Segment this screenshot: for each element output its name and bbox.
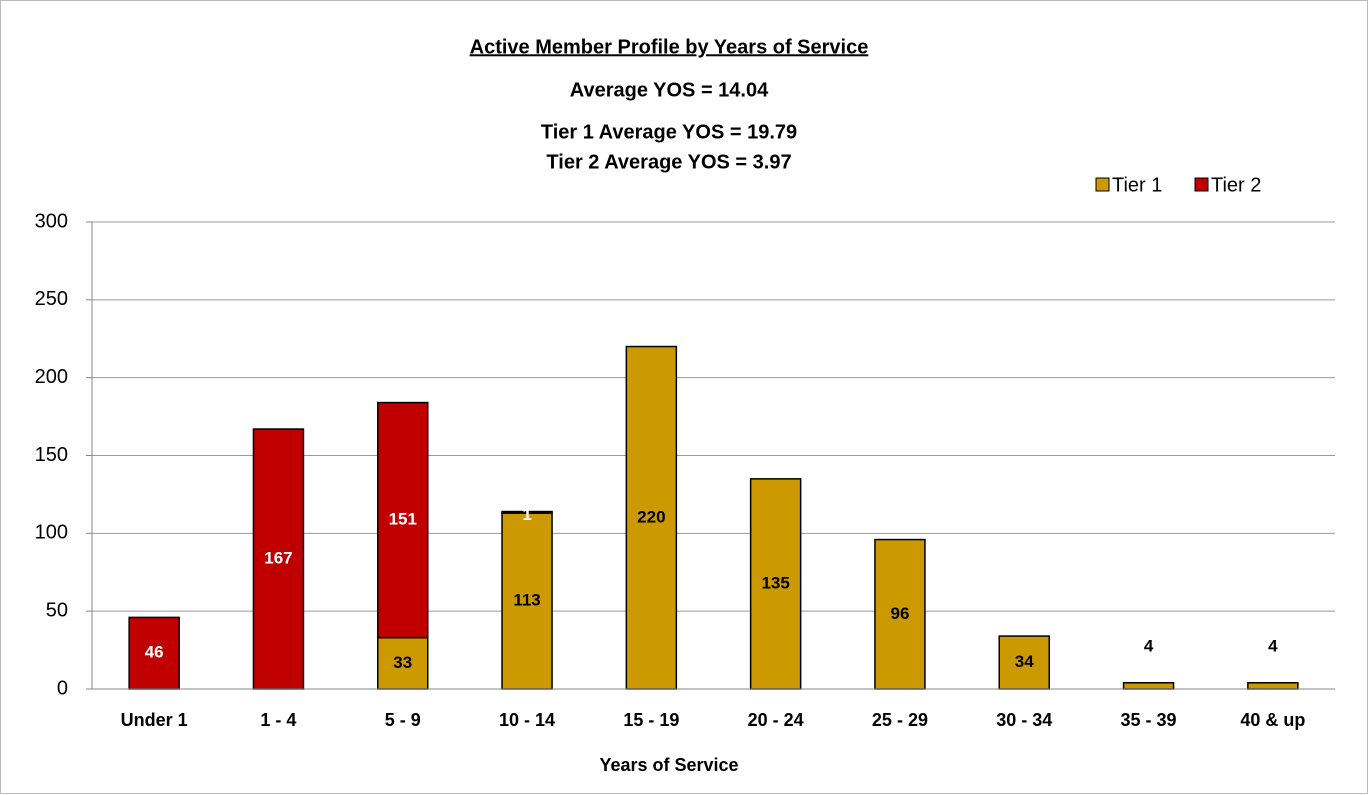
chart-subtitle: Tier 2 Average YOS = 3.97	[546, 151, 791, 173]
y-tick-label: 150	[35, 444, 68, 466]
x-axis-label: Years of Service	[599, 755, 738, 775]
x-tick-label: 30 - 34	[996, 710, 1052, 730]
legend-swatch	[1095, 177, 1110, 192]
x-tick-label: 15 - 19	[623, 710, 679, 730]
chart-subtitle: Tier 1 Average YOS = 19.79	[541, 121, 797, 143]
bar-segment	[625, 345, 678, 690]
data-label: 113	[513, 591, 540, 610]
legend-swatch	[1194, 177, 1209, 192]
x-tick-label: 35 - 39	[1121, 710, 1177, 730]
legend-label: Tier 2	[1211, 174, 1261, 196]
chart-title: Active Member Profile by Years of Servic…	[470, 36, 869, 58]
x-tick-label: 10 - 14	[499, 710, 555, 730]
data-label: 220	[637, 507, 665, 526]
bar-segment	[874, 538, 926, 690]
bar-segment	[252, 428, 305, 690]
data-label: 4	[1268, 636, 1278, 655]
data-label: 33	[393, 653, 412, 672]
bar-segment	[377, 636, 429, 690]
y-tick-label: 250	[35, 288, 68, 310]
data-label: 1	[522, 505, 531, 524]
x-tick-label: Under 1	[121, 710, 188, 730]
data-label: 167	[264, 549, 292, 568]
bar-segment	[128, 616, 180, 690]
y-tick-label: 50	[46, 599, 68, 621]
bar-segment	[998, 635, 1050, 690]
data-label: 96	[890, 604, 909, 623]
x-tick-label: 1 - 4	[260, 710, 296, 730]
legend-label: Tier 1	[1112, 174, 1162, 196]
y-tick-label: 300	[35, 210, 68, 232]
data-label: 151	[389, 510, 417, 529]
data-label: 34	[1015, 652, 1034, 671]
y-tick-label: 200	[35, 366, 68, 388]
y-tick-label: 100	[35, 522, 68, 544]
bar-segment	[1122, 682, 1175, 690]
chart-subtitle: Average YOS = 14.04	[570, 79, 769, 101]
y-tick-label: 0	[57, 677, 68, 699]
data-label: 135	[761, 573, 789, 592]
x-tick-label: 25 - 29	[872, 710, 928, 730]
bar-segment	[1247, 682, 1299, 690]
x-tick-label: 40 & up	[1240, 710, 1305, 730]
data-label: 4	[1144, 636, 1154, 655]
x-tick-label: 20 - 24	[748, 710, 804, 730]
x-tick-label: 5 - 9	[385, 710, 421, 730]
bar-segment	[377, 401, 429, 639]
data-label: 46	[145, 643, 164, 662]
bar-segment	[501, 510, 553, 514]
